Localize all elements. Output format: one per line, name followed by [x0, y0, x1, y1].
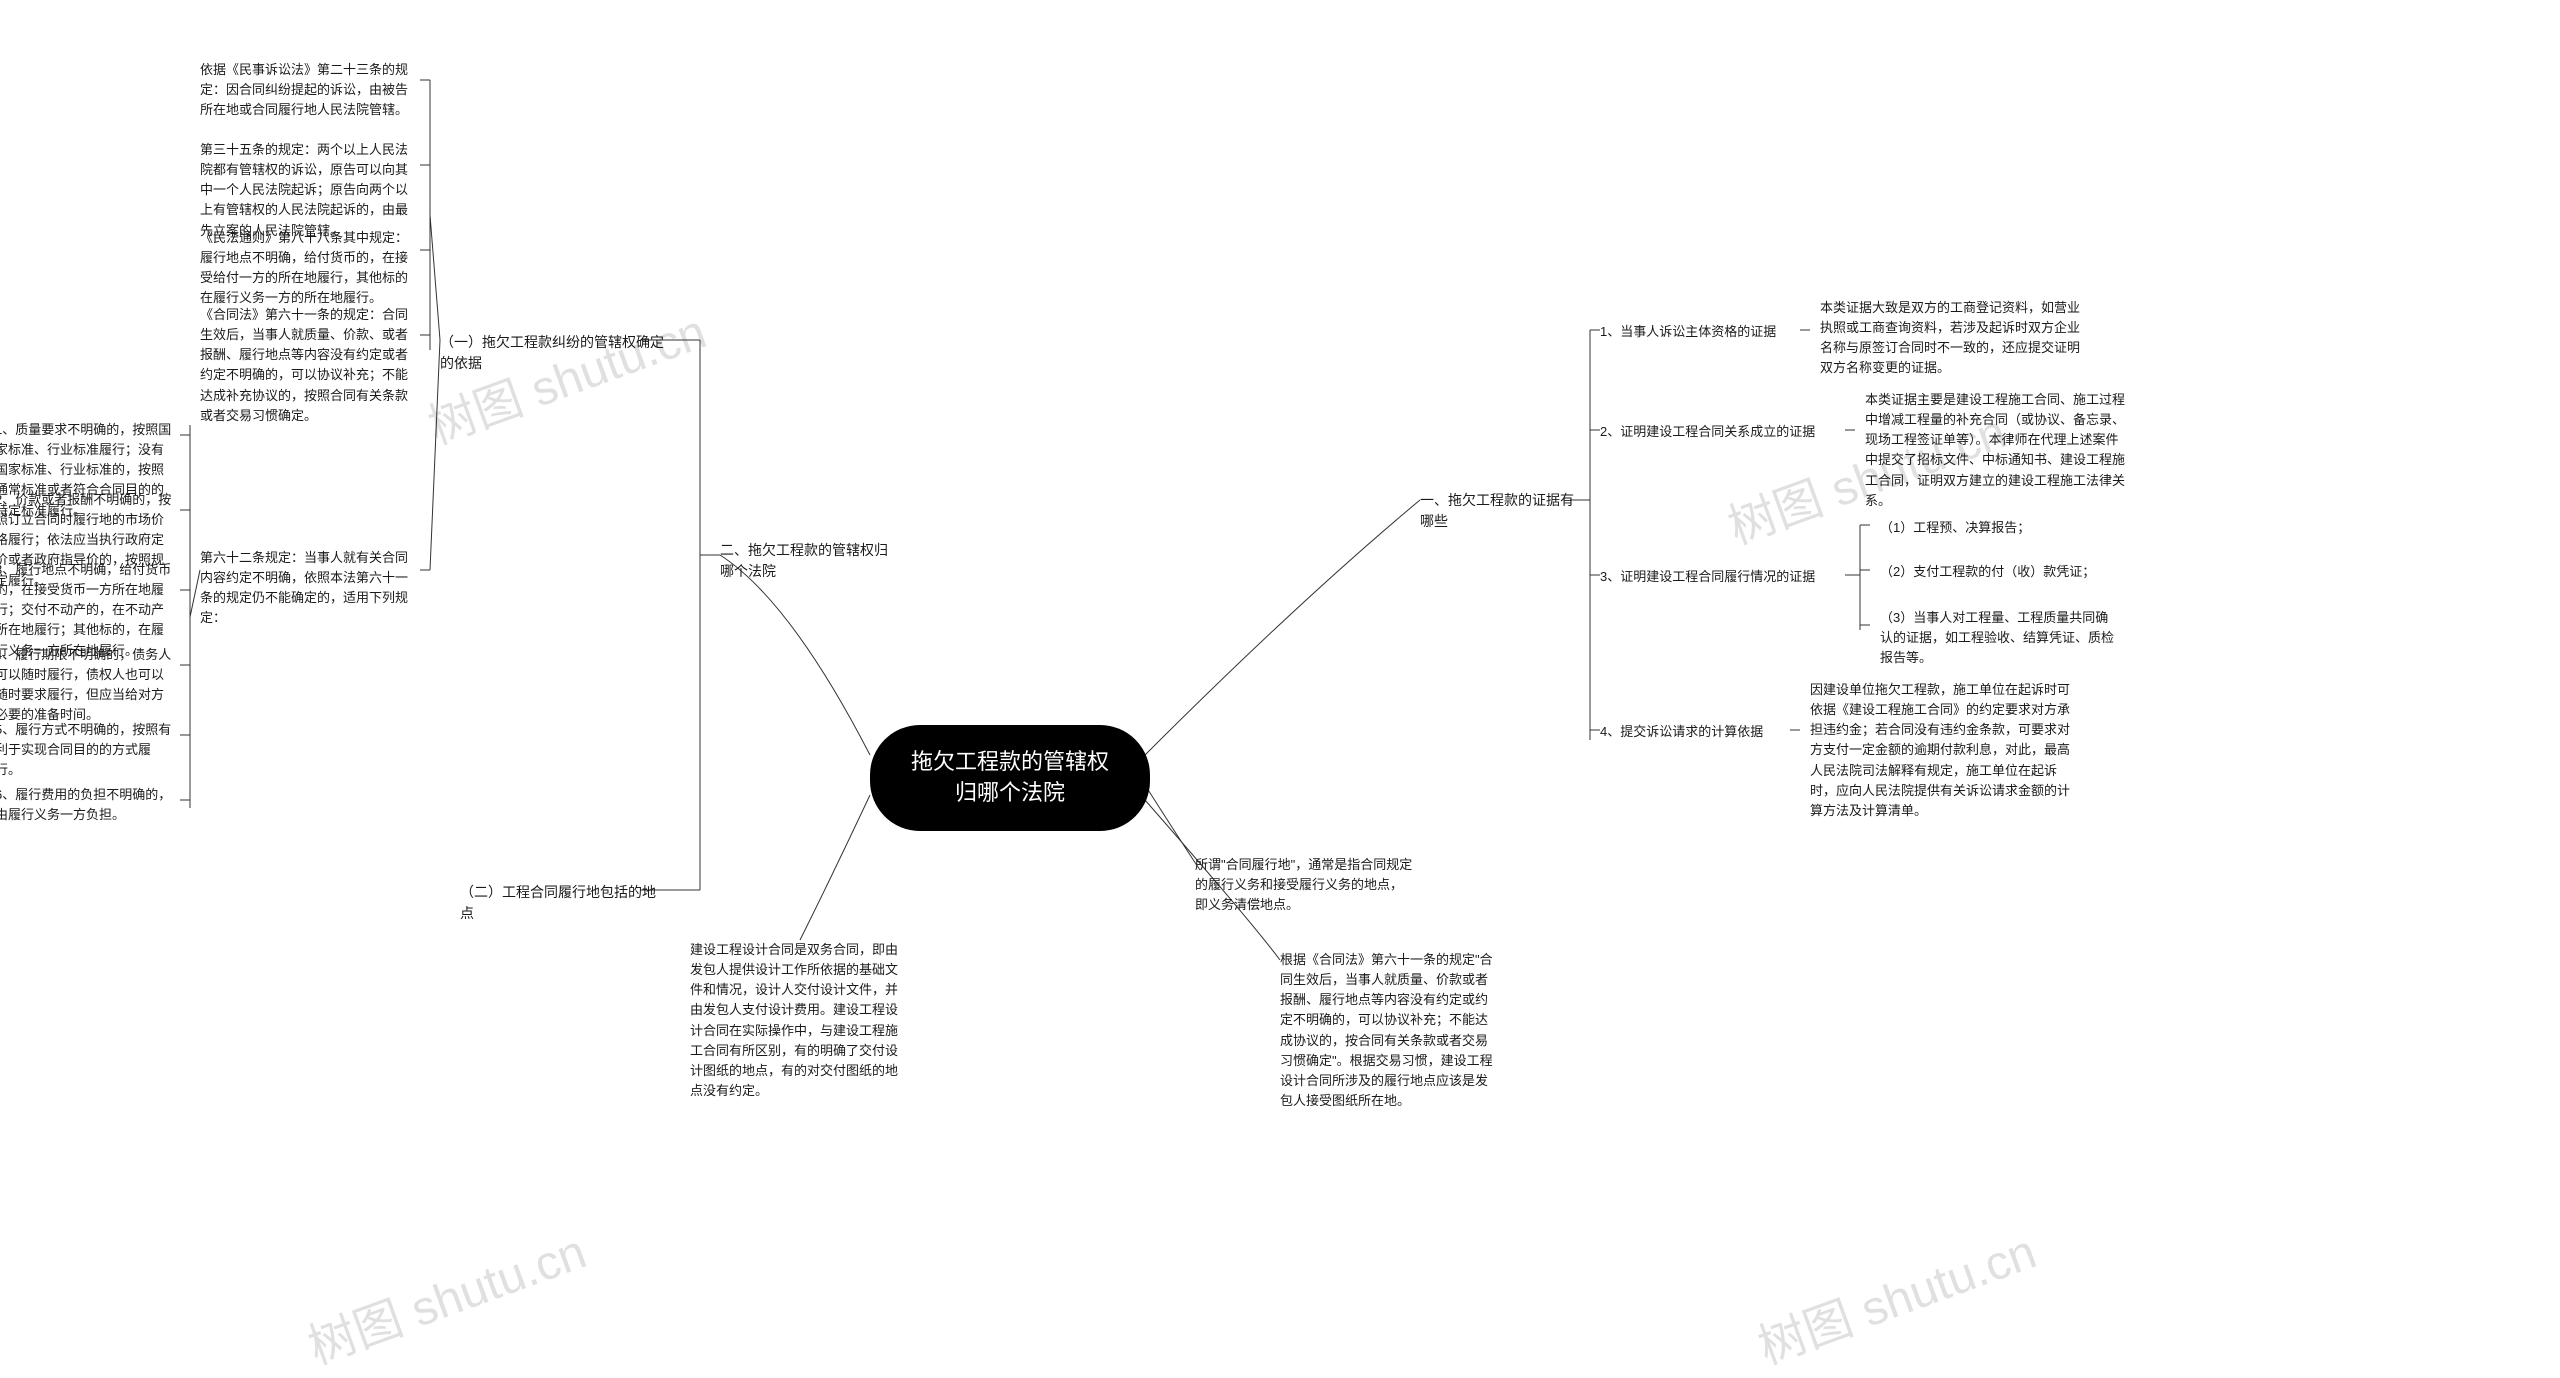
evidence-item-label: 1、当事人诉讼主体资格的证据	[1600, 322, 1800, 342]
left-sub1-leaf: 《民法通则》第八十八条其中规定：履行地点不明确，给付货币的，在接受给付一方的所在…	[200, 228, 420, 309]
evidence-item-label: 2、证明建设工程合同关系成立的证据	[1600, 422, 1840, 442]
left-sub2-label: （二）工程合同履行地包括的地点	[460, 882, 660, 924]
left-sub62-leaf: 4、履行期限不明确的，债务人可以随时履行，债权人也可以随时要求履行，但应当给对方…	[0, 645, 175, 726]
left-sub62-leaf: 6、履行费用的负担不明确的，由履行义务一方负担。	[0, 785, 175, 825]
right-bottom-text: 根据《合同法》第六十一条的规定"合同生效后，当事人就质量、价款或者报酬、履行地点…	[1280, 950, 1500, 1111]
watermark: 树图 shutu.cn	[1747, 1212, 2044, 1377]
left-bottom-text: 建设工程设计合同是双务合同，即由发包人提供设计工作所依据的基础文件和情况，设计人…	[690, 940, 910, 1101]
right-mid-text: 所谓"合同履行地"，通常是指合同规定的履行义务和接受履行义务的地点，即义务清偿地…	[1195, 855, 1415, 915]
evidence-item-detail: 因建设单位拖欠工程款，施工单位在起诉时可依据《建设工程施工合同》的约定要求对方承…	[1810, 680, 2070, 821]
right-evidence-label: 一、拖欠工程款的证据有哪些	[1420, 490, 1580, 532]
evidence-item-label: 4、提交诉讼请求的计算依据	[1600, 722, 1800, 742]
evidence-item3-sub: （2）支付工程款的付（收）款凭证；	[1880, 562, 2100, 582]
watermark: 树图 shutu.cn	[297, 1212, 594, 1377]
watermark: 树图 shutu.cn	[417, 292, 714, 457]
evidence-item-label: 3、证明建设工程合同履行情况的证据	[1600, 567, 1840, 587]
left-sub1-leaf: 第三十五条的规定：两个以上人民法院都有管辖权的诉讼，原告可以向其中一个人民法院起…	[200, 140, 420, 241]
left-sub1-label: （一）拖欠工程款纠纷的管辖权确定的依据	[440, 332, 670, 374]
left-sub62-leaf: 5、履行方式不明确的，按照有利于实现合同目的的方式履行。	[0, 720, 175, 780]
left-sub1-leaf: 《合同法》第六十一条的规定：合同生效后，当事人就质量、价款、或者报酬、履行地点等…	[200, 305, 420, 426]
left-sub1-leaf: 依据《民事诉讼法》第二十三条的规定：因合同纠纷提起的诉讼，由被告所在地或合同履行…	[200, 60, 420, 120]
evidence-item-detail: 本类证据大致是双方的工商登记资料，如营业执照或工商查询资料，若涉及起诉时双方企业…	[1820, 298, 2080, 379]
evidence-item-detail: 本类证据主要是建设工程施工合同、施工过程中增减工程量的补充合同（或协议、备忘录、…	[1865, 390, 2125, 511]
left-sub62-label: 第六十二条规定：当事人就有关合同内容约定不明确，依照本法第六十一条的规定仍不能确…	[200, 548, 420, 629]
left-branch-label: 二、拖欠工程款的管辖权归哪个法院	[720, 540, 890, 582]
evidence-item3-sub: （3）当事人对工程量、工程质量共同确认的证据，如工程验收、结算凭证、质检报告等。	[1880, 608, 2120, 668]
evidence-item3-sub: （1）工程预、决算报告；	[1880, 518, 2080, 538]
center-node: 拖欠工程款的管辖权归哪个法院	[870, 725, 1150, 831]
